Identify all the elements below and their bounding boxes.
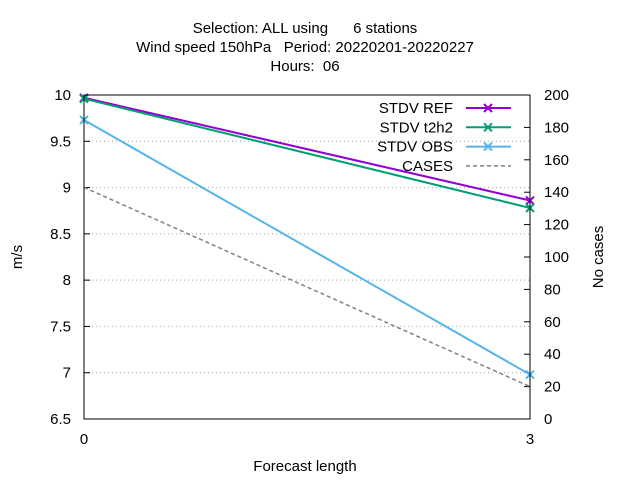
series-line-stdv-t2h2: [83, 97, 531, 209]
x-tick-label: 0: [80, 431, 88, 448]
x-axis-label: Forecast length: [253, 458, 356, 475]
legend-label: STDV OBS: [377, 139, 453, 156]
y2-tick-label: 100: [544, 249, 569, 266]
y-tick-label: 7: [63, 365, 71, 382]
grid-lines: [84, 140, 530, 374]
chart-title-line-3: Hours: 06: [270, 58, 339, 75]
y2-tick-label: 80: [544, 281, 561, 298]
legend: STDV REF STDV t2h2 STDV OBS CASES: [377, 100, 511, 175]
y-axis-label: m/s: [9, 245, 26, 269]
legend-marker: [483, 141, 493, 152]
y-tick-label: 9: [63, 180, 71, 197]
y2-axis-label: No cases: [590, 226, 607, 289]
legend-marker: [483, 122, 493, 133]
y2-tick-label: 160: [544, 152, 569, 169]
series-lines: [79, 93, 535, 388]
chart-title-line-2: Wind speed 150hPa Period: 20220201-20220…: [136, 39, 474, 56]
legend-label: STDV t2h2: [380, 119, 453, 136]
y2-tick-label: 180: [544, 119, 569, 136]
y2-tick-label: 0: [544, 411, 552, 428]
y-tick-label: 9.5: [50, 133, 71, 150]
y-tick-label: 8: [63, 272, 71, 289]
y2-tick-label: 40: [544, 346, 561, 363]
legend-marker: [483, 103, 493, 113]
series-line-stdv-ref: [83, 96, 531, 202]
chart-title: Selection: ALL using 6 stations Wind spee…: [136, 20, 474, 75]
chart-title-line-1: Selection: ALL using 6 stations: [193, 20, 418, 37]
legend-label: CASES: [402, 158, 453, 175]
plot-frame: [83, 94, 531, 420]
y2-tick-label: 140: [544, 184, 569, 201]
legend-label: STDV REF: [379, 100, 453, 117]
y-tick-label: 8.5: [50, 226, 71, 243]
y2-tick-label: 120: [544, 217, 569, 234]
series-line-cases: [83, 186, 531, 388]
x-tick-label: 3: [526, 431, 534, 448]
y2-tick-label: 200: [544, 87, 569, 104]
series-line-stdv-obs: [83, 119, 531, 376]
y-tick-label: 10: [54, 87, 71, 104]
y2-tick-label: 20: [544, 379, 561, 396]
y-tick-label: 6.5: [50, 411, 71, 428]
axis-ticks: 6.577.588.599.51002040608010012014016018…: [50, 87, 569, 448]
y2-tick-label: 60: [544, 314, 561, 331]
y-tick-label: 7.5: [50, 318, 71, 335]
